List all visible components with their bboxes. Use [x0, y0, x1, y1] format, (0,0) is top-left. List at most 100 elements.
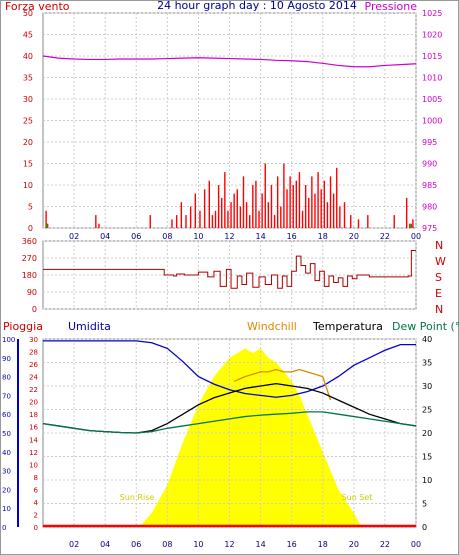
panel-wind-direction-grid	[43, 240, 417, 310]
wind-direction-series	[43, 249, 416, 289]
wind-bar	[317, 172, 319, 228]
x-tick-label: 04	[100, 232, 110, 241]
x-tick-label: 18	[318, 540, 328, 549]
gust-marks	[46, 223, 413, 228]
wind-bar	[180, 202, 183, 228]
wind-bar	[412, 219, 414, 228]
x-tick-label: 20	[349, 232, 359, 241]
wind-tick-label: 35	[23, 74, 33, 83]
x-tick-label: 08	[162, 232, 172, 241]
rain-tick-label: 26	[29, 361, 38, 369]
x-tick-label: 14	[255, 232, 265, 241]
wind-bar	[304, 185, 307, 228]
solar-area	[139, 348, 362, 527]
panel-rain-legend: Pioggia Umidita Windchill Temperatura Dew Po…	[3, 320, 459, 333]
panel-rain-annotations: Sun Rise Sun Set	[120, 493, 373, 502]
panel-wind-pressure-left-ticks: 0 5 10 15 20 25 30 35 40 45 50	[23, 9, 33, 233]
wind-bar	[149, 215, 151, 228]
wind-bar	[393, 215, 395, 228]
wind-bar	[311, 176, 313, 228]
wind-bar	[367, 215, 369, 228]
compass-label: E	[435, 287, 442, 300]
wind-bar	[280, 206, 282, 228]
pressure-tick-label: 985	[422, 181, 437, 190]
temperature-tick-label: 10	[422, 476, 432, 485]
wind-bar	[175, 215, 178, 228]
series-line	[43, 340, 416, 398]
wind-bar	[323, 180, 326, 228]
temperature-tick-label: 40	[422, 335, 432, 344]
wind-bar	[255, 180, 257, 228]
wind-bar	[211, 215, 214, 228]
wind-bar	[217, 185, 220, 228]
temperature-tick-label: 5	[422, 500, 427, 509]
wind-bar	[208, 180, 210, 228]
wind-bar	[230, 202, 232, 228]
gust-mark	[410, 223, 413, 228]
wind-bar	[261, 193, 263, 228]
pressure-tick-label: 990	[422, 160, 437, 169]
rain-tick-label: 0	[34, 524, 38, 532]
wind-bar	[289, 176, 291, 228]
pressure-tick-label: 1010	[422, 74, 442, 83]
wind-bar	[199, 210, 201, 228]
wind-tick-label: 50	[23, 9, 33, 18]
wind-bars	[45, 163, 414, 228]
x-tick-label: 08	[162, 540, 172, 549]
humidity-tick-label: 40	[2, 449, 11, 457]
x-tick-label: 16	[287, 540, 297, 549]
panel-wind-direction-left-ticks: 0 90 180 270 360	[22, 237, 37, 314]
legend-label: Umidita	[68, 320, 111, 333]
wind-bar	[249, 215, 251, 228]
wind-bar	[214, 210, 217, 228]
wind-bar	[233, 193, 235, 228]
series-line	[233, 368, 332, 401]
humidity-tick-label: 30	[2, 468, 11, 476]
wind-tick-label: 0	[28, 224, 33, 233]
wind-tick-label: 25	[23, 117, 33, 126]
x-tick-label: 18	[318, 232, 328, 241]
pressure-tick-label: 1025	[422, 9, 442, 18]
x-tick-label: 06	[131, 540, 141, 549]
rain-tick-label: 30	[29, 336, 38, 344]
wind-bar	[224, 172, 226, 228]
wind-bar	[267, 202, 270, 228]
wind-tick-label: 10	[23, 181, 33, 190]
temperature-tick-label: 35	[422, 359, 432, 368]
humidity-tick-label: 70	[2, 392, 11, 400]
rain-tick-label: 2	[34, 511, 38, 519]
direction-tick-label: 90	[27, 288, 37, 297]
x-tick-label: 12	[224, 232, 234, 241]
wind-bar	[45, 210, 47, 228]
compass-label: N	[435, 239, 443, 252]
rain-tick-label: 14	[29, 436, 38, 444]
wind-bar	[298, 172, 301, 228]
series-line	[42, 411, 417, 434]
x-tick-label: 22	[380, 232, 390, 241]
wind-bar	[295, 180, 298, 228]
x-tick-label: 20	[349, 540, 359, 549]
wind-bar	[276, 176, 279, 228]
panel-wind-pressure-x-ticks: 02 04 06 08 10 12 14 16 18 20 22 00	[69, 232, 421, 241]
humidity-tick-label: 0	[2, 524, 6, 532]
wind-tick-label: 15	[23, 160, 33, 169]
pressure-tick-label: 1000	[422, 117, 442, 126]
wind-bar	[171, 219, 173, 228]
wind-bar	[326, 202, 329, 228]
wind-tick-label: 5	[28, 203, 33, 212]
wind-bar	[332, 193, 335, 228]
wind-bar	[343, 202, 346, 228]
x-tick-label: 10	[193, 540, 203, 549]
legend-label: Temperatura	[312, 320, 383, 333]
x-tick-label: 10	[193, 232, 203, 241]
gust-mark	[46, 223, 48, 228]
wind-bar	[286, 189, 288, 228]
direction-tick-label: 0	[32, 305, 37, 314]
panel-rain-x-ticks: 02 04 06 08 10 12 14 16 18 20 22 00	[69, 540, 421, 549]
wind-bar	[292, 185, 294, 228]
panel-rain-right-ticks: 0 5 10 15 20 25 30 35 40	[422, 335, 432, 532]
wind-bar	[189, 206, 192, 228]
wind-tick-label: 40	[23, 52, 33, 61]
rain-humidity-temperature-series	[42, 340, 417, 528]
